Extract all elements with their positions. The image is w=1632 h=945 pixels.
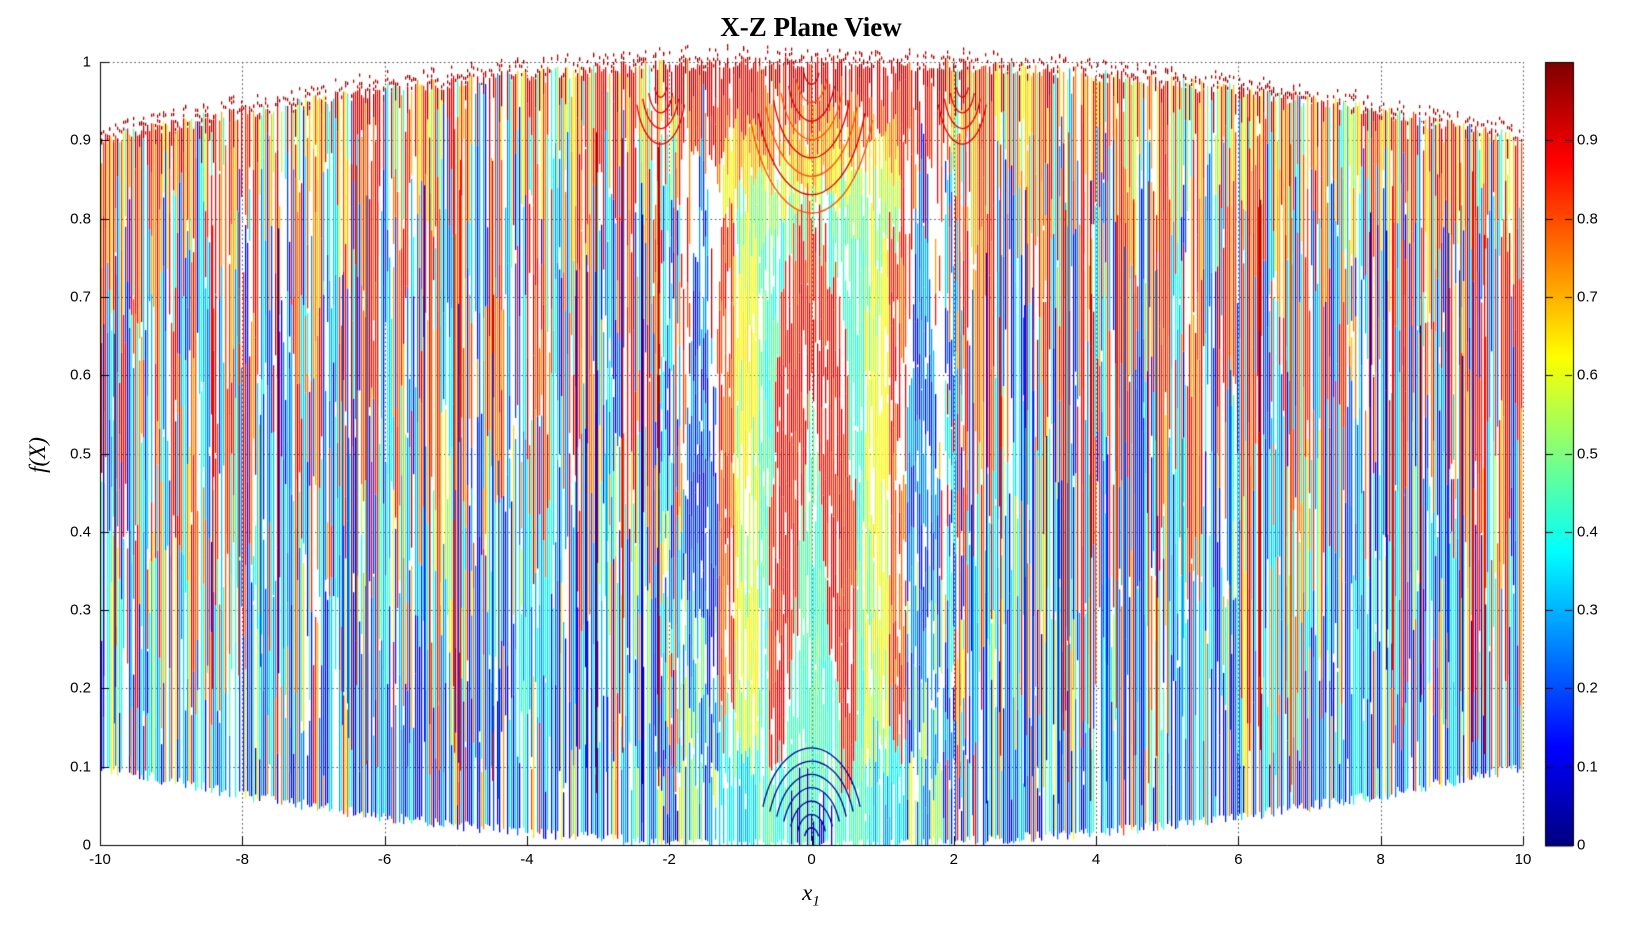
x-tick-label: 6 — [1234, 851, 1243, 868]
colorbar-tick-label: 0.4 — [1577, 523, 1598, 541]
colorbar-tick-label: 0.5 — [1577, 445, 1598, 462]
y-tick-label: 0.7 — [70, 288, 91, 306]
colorbar-tick-label: 0 — [1577, 836, 1586, 854]
x-tick-label: -4 — [520, 851, 534, 868]
x-tick-label: 4 — [1091, 851, 1101, 868]
y-tick-label: 0.3 — [70, 601, 91, 619]
x-tick-label: -6 — [377, 851, 392, 868]
colorbar-tick-label: 0.2 — [1577, 679, 1598, 697]
x-tick-label: 10 — [1514, 851, 1532, 868]
y-tick-label: 0.1 — [70, 758, 91, 776]
x-axis-label-subscript: 1 — [812, 893, 820, 910]
colorbar-tick-label: 0.9 — [1577, 131, 1598, 149]
y-tick-label: 0.4 — [70, 523, 91, 541]
x-tick-label: -2 — [662, 851, 676, 868]
y-tick-label: 0.9 — [70, 131, 91, 149]
x-tick-label: 2 — [949, 851, 958, 868]
colorbar-tick-label: 0.1 — [1577, 758, 1598, 776]
y-tick-label: 0 — [82, 836, 91, 854]
x-axis-label: x1 — [802, 880, 820, 911]
y-tick-label: 0.2 — [70, 679, 91, 697]
y-tick-label: 1 — [82, 53, 91, 71]
plot-title: X-Z Plane View — [720, 12, 902, 42]
colorbar-tick-label: 0.6 — [1577, 366, 1598, 384]
x-tick-label: -10 — [89, 851, 111, 868]
y-tick-label: 0.6 — [70, 366, 91, 384]
y-tick-label: 0.8 — [70, 210, 91, 228]
colorbar-tick-label: 0.3 — [1577, 601, 1598, 619]
x-tick-label: -8 — [235, 851, 249, 868]
x-tick-label: 0 — [807, 851, 816, 868]
colorbar-tick-label: 0.7 — [1577, 288, 1598, 306]
y-tick-label: 0.5 — [70, 445, 91, 462]
colorbar-tick-label: 0.8 — [1577, 210, 1598, 228]
x-axis-label-base: x — [802, 880, 813, 905]
x-tick-label: 8 — [1376, 851, 1385, 868]
y-axis-label: f(X) — [25, 437, 50, 473]
